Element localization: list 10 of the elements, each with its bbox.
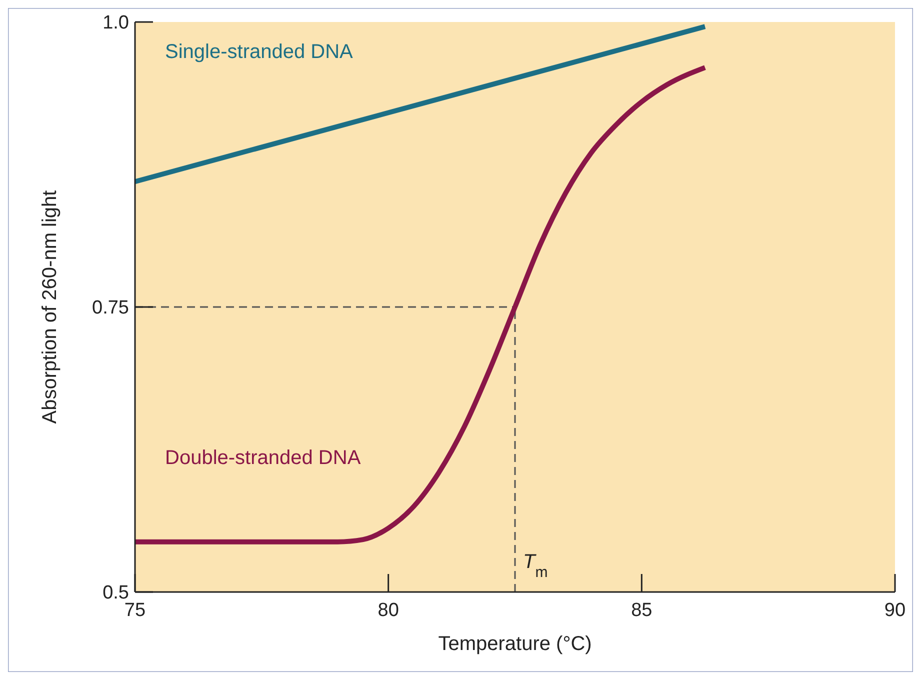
x-axis-title: Temperature (°C) <box>438 633 592 655</box>
x-tick-label: 85 <box>631 600 652 621</box>
y-tick-label: 1.0 <box>102 12 129 34</box>
x-tick-label: 80 <box>378 600 399 621</box>
ref-line-label: T$_{m}$ <box>523 551 548 580</box>
text: Single-stranded DNA <box>165 41 354 63</box>
x-tick-label: 90 <box>884 600 906 621</box>
y-axis-title: Absorption of 260-nm light <box>39 190 61 424</box>
y-tick-label: 0.75 <box>92 298 129 319</box>
text: Double-stranded DNA <box>165 446 362 469</box>
